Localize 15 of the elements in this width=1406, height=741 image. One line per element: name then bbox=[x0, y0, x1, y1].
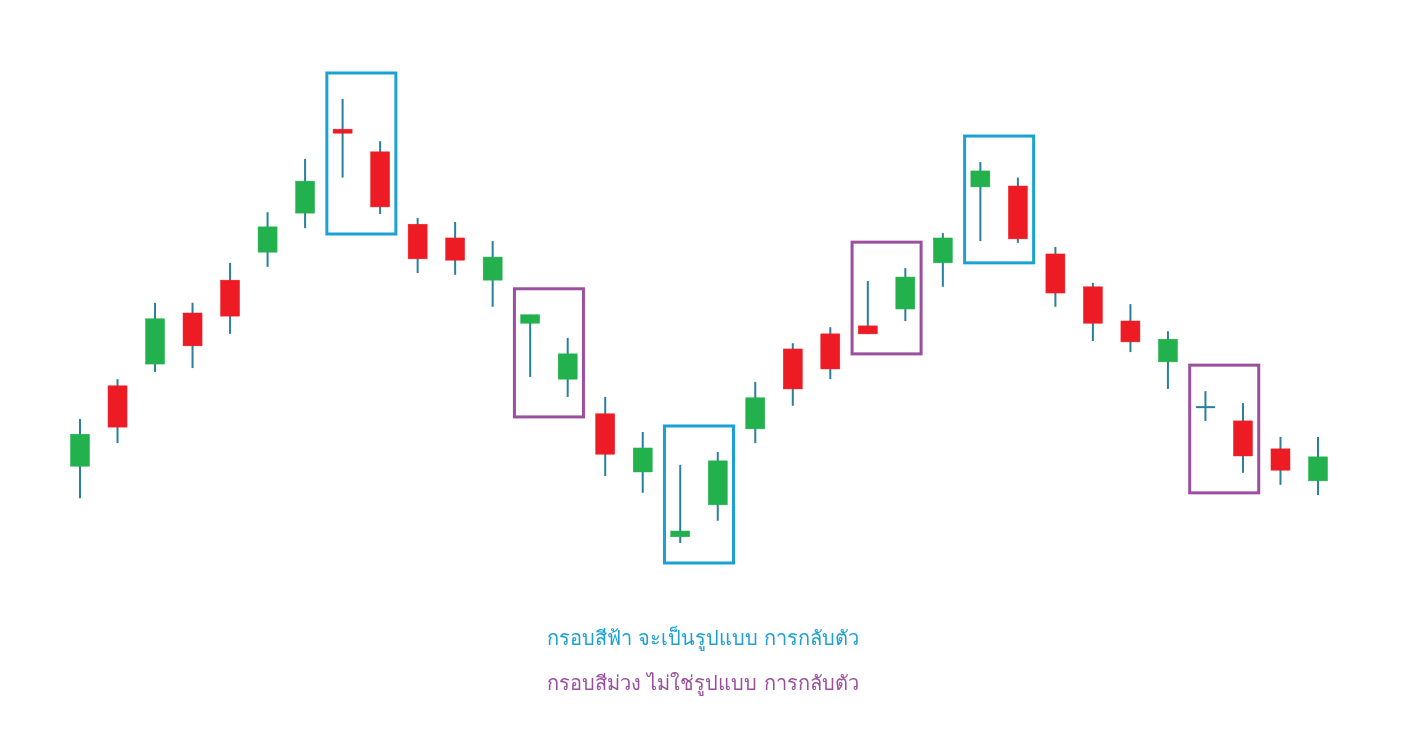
candlestick bbox=[858, 280, 878, 335]
candlestick bbox=[520, 313, 540, 378]
candlestick bbox=[445, 220, 465, 276]
candlestick bbox=[1158, 330, 1178, 390]
candlestick bbox=[332, 98, 353, 179]
candlestick bbox=[1194, 390, 1216, 422]
candlestick bbox=[1270, 435, 1291, 486]
candlestick bbox=[1120, 303, 1141, 354]
candlestick bbox=[970, 161, 991, 243]
candlestick bbox=[482, 240, 503, 308]
text: กรอบสีม่วง ไม่ใช่รูปแบบ การกลับตัว bbox=[547, 671, 859, 696]
candlestick bbox=[632, 431, 653, 494]
candlestick bbox=[670, 463, 690, 544]
text: กรอบสีฟ้า จะเป็นรูปแบบ การกลับตัว bbox=[546, 625, 860, 651]
candlestick bbox=[1308, 435, 1328, 497]
